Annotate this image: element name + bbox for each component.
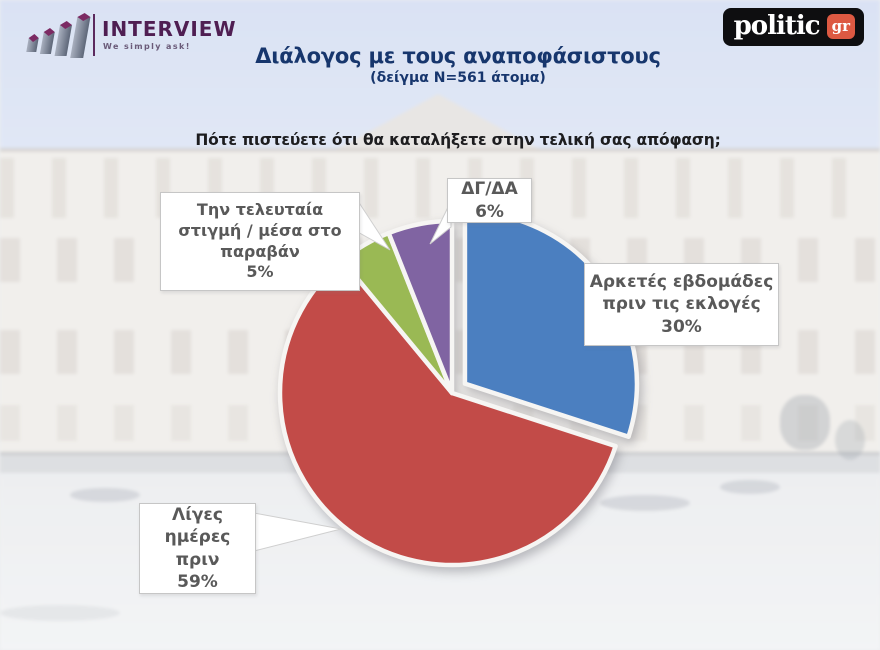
title-block: Διάλογος με τους αναποφάσιστους (δείγμα …: [255, 44, 661, 86]
politic-logo: politic gr: [722, 8, 864, 46]
sample-subtitle: (δείγμα N=561 άτομα): [370, 70, 546, 86]
politic-logo-text: politic: [733, 11, 821, 41]
label-dgda: ΔΓ/ΔΑ 6%: [447, 178, 532, 223]
label-several-weeks-pct: 30%: [661, 316, 702, 337]
page-title: Διάλογος με τους αναποφάσιστους: [255, 44, 661, 68]
background-blob: [0, 605, 120, 621]
label-several-weeks: Αρκετές εβδομάδες πριν τις εκλογές 30%: [584, 263, 779, 346]
background-tree: [780, 395, 830, 450]
politic-logo-gr-badge: gr: [826, 13, 855, 39]
building-colonnade: [0, 158, 880, 218]
label-last-minute: Την τελευταία στιγμή / μέσα στο παραβάν …: [160, 192, 360, 291]
label-few-days-pct: 59%: [177, 571, 218, 592]
label-last-minute-pct: 5%: [246, 262, 274, 282]
background-blob: [70, 488, 140, 502]
background-blob: [720, 480, 780, 494]
interview-logo-tagline: We simply ask!: [103, 42, 191, 51]
label-last-minute-text: Την τελευταία στιγμή / μέσα στο παραβάν: [178, 199, 342, 261]
label-few-days-text: Λίγες ημέρες πριν: [164, 505, 231, 570]
label-dgda-text: ΔΓ/ΔΑ: [461, 179, 518, 200]
interview-logo: INTERVIEW We simply ask!: [14, 6, 244, 62]
survey-question: Πότε πιστεύετε ότι θα καταλήξετε στην τε…: [195, 131, 721, 149]
pointer-last-minute: [355, 196, 391, 251]
building-cornice: [0, 148, 880, 152]
background-blob: [600, 495, 690, 511]
interview-bars-icon: INTERVIEW We simply ask!: [26, 13, 237, 58]
label-dgda-pct: 6%: [475, 201, 504, 222]
background-tree: [835, 420, 865, 460]
interview-logo-text: INTERVIEW: [102, 17, 237, 41]
pie-slice-1: [277, 258, 618, 568]
label-few-days: Λίγες ημέρες πριν 59%: [139, 503, 256, 594]
pointer-few-days: [253, 512, 342, 552]
label-several-weeks-text: Αρκετές εβδομάδες πριν τις εκλογές: [589, 272, 774, 315]
